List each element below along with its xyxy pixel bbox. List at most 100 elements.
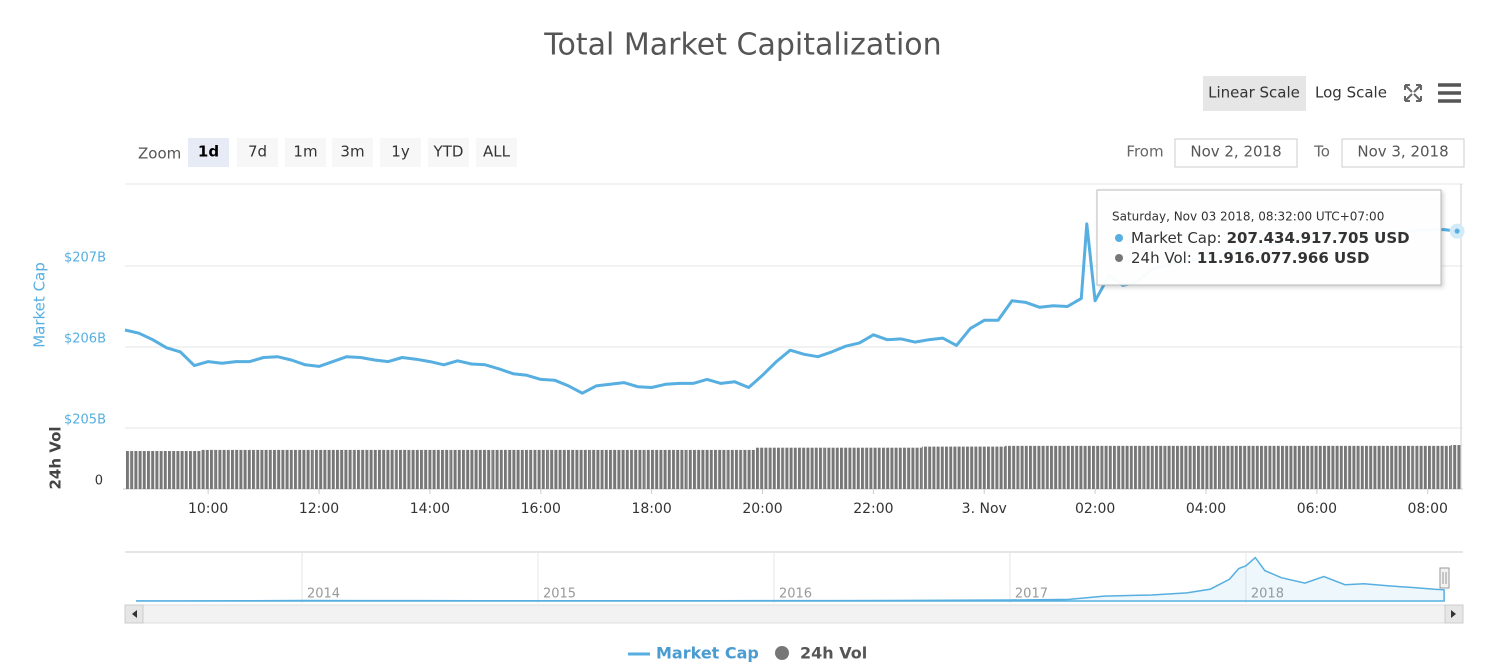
volume-bar: [991, 446, 1006, 489]
navigator-tick-label: 2016: [779, 587, 812, 602]
hover-marker: [1449, 223, 1465, 239]
volume-bar: [824, 447, 839, 489]
zoom-button-label[interactable]: 3m: [340, 143, 364, 161]
tooltip-box: [1096, 189, 1442, 286]
menu-icon[interactable]: [1438, 83, 1461, 103]
volume-bar: [519, 449, 534, 489]
volume-bar: [533, 449, 548, 489]
volume-bar: [381, 449, 396, 489]
navigator[interactable]: [125, 552, 1463, 603]
volume-bar: [215, 449, 229, 489]
volume-bar: [935, 446, 950, 489]
tooltip-dot: [1115, 254, 1123, 262]
zoom-button[interactable]: [428, 138, 469, 167]
zoom-button-label[interactable]: YTD: [433, 143, 464, 161]
scrollbar[interactable]: [124, 604, 1464, 624]
zoom-button[interactable]: [237, 138, 278, 167]
volume-bar: [686, 449, 701, 489]
volume-bar: [1413, 445, 1437, 489]
tooltip-value: 11.916.077.966 USD: [1197, 249, 1370, 267]
zoom-button[interactable]: [476, 138, 517, 167]
linear-scale-button[interactable]: [1203, 76, 1306, 111]
button-label[interactable]: Log Scale: [1315, 84, 1387, 102]
zoom-button[interactable]: [285, 138, 326, 167]
zoom-button-label[interactable]: 1d: [198, 143, 219, 161]
legend-dot[interactable]: [775, 646, 789, 660]
volume-bar: [1090, 445, 1103, 489]
volume-bar: [755, 447, 770, 489]
volume-bar: [603, 449, 617, 489]
volume-bar: [616, 449, 631, 489]
volume-bar: [409, 449, 423, 489]
volume-bar: [339, 449, 354, 489]
tooltip-label: 24h Vol:: [1131, 249, 1192, 267]
zoom-button[interactable]: [188, 138, 229, 167]
volume-bar: [1115, 445, 1130, 489]
navigator-area: [136, 556, 1445, 602]
volume-bar: [1143, 445, 1165, 489]
volume-bar: [187, 451, 202, 489]
volume-bar: [228, 449, 243, 489]
volume-bar: [478, 449, 493, 489]
volume-bar: [783, 447, 798, 489]
volume-bar: [811, 447, 825, 489]
legend-label[interactable]: Market Cap: [656, 644, 759, 663]
to-input[interactable]: [1341, 138, 1465, 168]
volume-bar: [977, 446, 992, 489]
from-label: From: [1126, 143, 1163, 161]
volume-bar: [575, 449, 590, 489]
volume-bar: [949, 446, 964, 489]
volume-bar: [256, 449, 271, 489]
svg-text:24h Vol:11.916.077.966 USD: 24h Vol: 11.916.077.966 USD: [1131, 249, 1369, 267]
zoom-button-label[interactable]: 1m: [293, 143, 317, 161]
volume-bar: [1084, 445, 1091, 489]
y2-axis-title: 24h Vol: [47, 426, 65, 489]
svg-text:Market Cap:207.434.917.705 USD: Market Cap: 207.434.917.705 USD: [1131, 229, 1410, 247]
from-input[interactable]: [1174, 138, 1298, 168]
zoom-button-label[interactable]: ALL: [483, 143, 511, 161]
volume-bar: [658, 449, 673, 489]
x-tick-label: 16:00: [521, 501, 561, 517]
volume-bar: [1303, 445, 1331, 489]
volume-bar: [1005, 445, 1019, 489]
zoom-button-label[interactable]: 1y: [391, 143, 410, 161]
zoom-button[interactable]: [332, 138, 373, 167]
tooltip: Saturday, Nov 03 2018, 08:32:00 UTC+07:0…: [1096, 189, 1442, 286]
volume-bar: [131, 451, 146, 489]
volume-bar: [630, 449, 645, 489]
volume-bar: [880, 447, 895, 489]
navigator-tick-label: 2017: [1015, 587, 1048, 602]
fullscreen-icon[interactable]: [1404, 84, 1422, 102]
x-tick-label: 08:00: [1408, 501, 1448, 517]
y-axis-title: Market Cap: [31, 262, 49, 348]
chart-title: Total Market Capitalization: [543, 28, 941, 63]
volume-bar: [492, 449, 507, 489]
volume-bar: [1330, 445, 1359, 489]
zoom-button[interactable]: [380, 138, 421, 167]
volume-bar: [866, 447, 881, 489]
volume-bar: [1386, 445, 1414, 489]
to-value[interactable]: Nov 3, 2018: [1357, 143, 1448, 161]
navigator-tick-label: 2014: [307, 587, 340, 602]
legend-label[interactable]: 24h Vol: [800, 644, 867, 663]
volume-bar: [1060, 445, 1075, 489]
arrow-icon: [132, 610, 137, 618]
volume-bar: [325, 449, 340, 489]
tooltip-dot: [1115, 234, 1123, 242]
x-tick-label: 14:00: [410, 501, 450, 517]
button-label[interactable]: Linear Scale: [1208, 84, 1300, 102]
zoom-button-label[interactable]: 7d: [248, 143, 267, 161]
volume-bar: [1247, 445, 1276, 489]
x-tick-label: 06:00: [1297, 501, 1337, 517]
volume-bar: [312, 449, 326, 489]
volume-bar: [367, 449, 382, 489]
volume-bar: [547, 449, 562, 489]
volume-bar: [1129, 445, 1144, 489]
y2-tick-label: 0: [95, 474, 103, 489]
volume-bar: [1074, 445, 1085, 489]
from-value[interactable]: Nov 2, 2018: [1190, 143, 1281, 161]
volume-bar: [1436, 445, 1451, 489]
arrow-icon: [1451, 610, 1456, 618]
volume-bar: [921, 446, 936, 489]
navigator-handle[interactable]: [1439, 567, 1450, 589]
